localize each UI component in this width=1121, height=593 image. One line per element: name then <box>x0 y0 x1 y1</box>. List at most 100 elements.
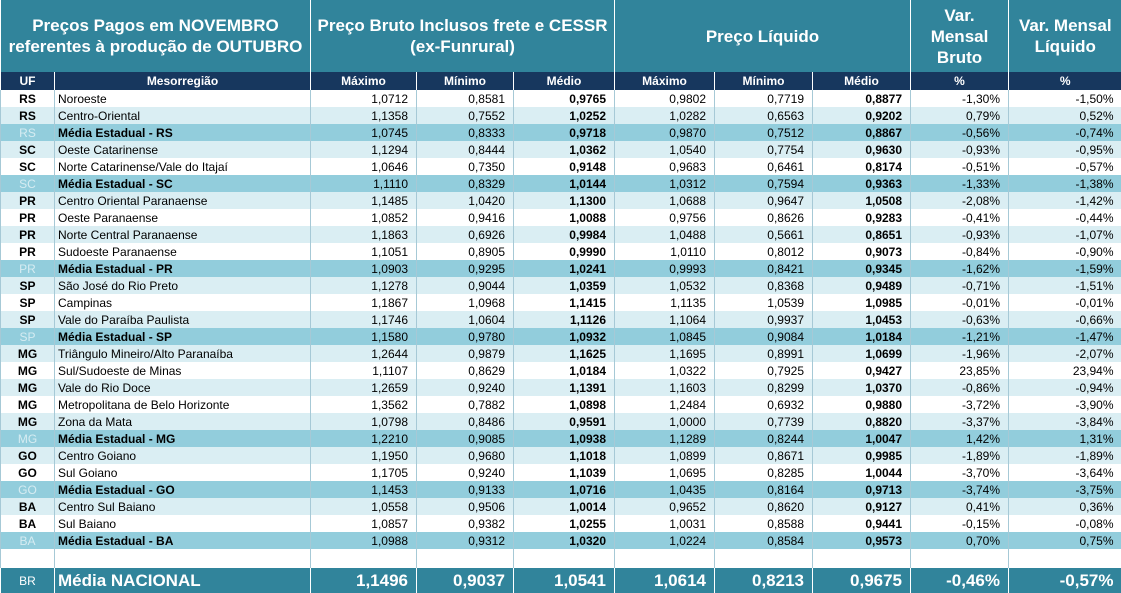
cell: 23,94% <box>1008 362 1121 379</box>
column-header: Médio <box>513 72 615 90</box>
cell: RS <box>0 124 55 141</box>
cell: 1,0312 <box>614 175 715 192</box>
cell: 1,0044 <box>811 464 911 481</box>
cell: 1,0000 <box>614 413 715 430</box>
cell: 1,0695 <box>614 464 715 481</box>
cell: 1,0699 <box>811 345 911 362</box>
cell: -0,74% <box>1008 124 1121 141</box>
cell: 0,9363 <box>811 175 911 192</box>
cell: 0,8588 <box>714 515 813 532</box>
cell: -1,38% <box>1008 175 1121 192</box>
cell: SP <box>0 277 55 294</box>
cell: 0,8444 <box>416 141 514 158</box>
cell: 1,0899 <box>614 447 715 464</box>
cell: 0,7754 <box>714 141 813 158</box>
cell: -1,51% <box>1008 277 1121 294</box>
cell: 1,0968 <box>416 294 514 311</box>
cell: -1,30% <box>910 90 1009 107</box>
cell: 1,0798 <box>310 413 417 430</box>
cell: 1,0938 <box>513 430 615 447</box>
cell: -0,41% <box>910 209 1009 226</box>
cell: -1,62% <box>910 260 1009 277</box>
column-header: Mínimo <box>714 72 813 90</box>
cell: -1,42% <box>1008 192 1121 209</box>
column-header: Médio <box>811 72 911 90</box>
cell: 0,9591 <box>513 413 615 430</box>
cell: MG <box>0 430 55 447</box>
cell: 23,85% <box>910 362 1009 379</box>
cell: 0,9427 <box>811 362 911 379</box>
empty-cell <box>513 549 615 568</box>
cell: -1,47% <box>1008 328 1121 345</box>
empty-cell <box>1008 549 1121 568</box>
cell: -3,64% <box>1008 464 1121 481</box>
cell: Centro Sul Baiano <box>54 498 311 515</box>
cell: Centro Goiano <box>54 447 311 464</box>
cell: PR <box>0 209 55 226</box>
cell: RS <box>0 90 55 107</box>
cell: 0,9085 <box>416 430 514 447</box>
cell: MG <box>0 345 55 362</box>
cell: -1,07% <box>1008 226 1121 243</box>
cell: 0,8584 <box>714 532 813 549</box>
cell: 1,0322 <box>614 362 715 379</box>
cell: -0,90% <box>1008 243 1121 260</box>
cell: 0,8299 <box>714 379 813 396</box>
cell: BA <box>0 515 55 532</box>
cell: São José do Rio Preto <box>54 277 311 294</box>
cell: 1,0047 <box>811 430 911 447</box>
cell: 1,0646 <box>310 158 417 175</box>
cell: SC <box>0 141 55 158</box>
cell: 1,0031 <box>614 515 715 532</box>
gross-header: Preço Bruto Inclusos frete e CESSR (ex-F… <box>310 0 615 72</box>
empty-cell <box>910 549 1009 568</box>
cell: 0,9683 <box>614 158 715 175</box>
cell: -0,46% <box>910 568 1009 593</box>
cell: -0,51% <box>910 158 1009 175</box>
cell: 0,9675 <box>811 568 911 593</box>
region-row: MG Zona da Mata 1,0798 0,8486 0,9591 1,0000 0,… <box>0 413 1121 430</box>
cell: 0,6932 <box>714 396 813 413</box>
cell: -0,15% <box>910 515 1009 532</box>
cell: Norte Central Paranaense <box>54 226 311 243</box>
cell: 0,9990 <box>513 243 615 260</box>
cell: 0,9295 <box>416 260 514 277</box>
cell: Oeste Paranaense <box>54 209 311 226</box>
cell: 1,1135 <box>614 294 715 311</box>
cell: -0,95% <box>1008 141 1121 158</box>
cell: 1,0241 <box>513 260 615 277</box>
cell: 1,0088 <box>513 209 615 226</box>
cell: -3,75% <box>1008 481 1121 498</box>
cell: 0,9870 <box>614 124 715 141</box>
cell: Média Estadual - BA <box>54 532 311 549</box>
cell: 1,42% <box>910 430 1009 447</box>
cell: 1,0282 <box>614 107 715 124</box>
cell: 0,8671 <box>714 447 813 464</box>
cell: 1,0420 <box>416 192 514 209</box>
cell: 1,0712 <box>310 90 417 107</box>
header-row: Preços Pagos em NOVEMBRO referentes à pr… <box>0 0 1121 72</box>
cell: 0,7512 <box>714 124 813 141</box>
cell: 1,0184 <box>811 328 911 345</box>
cell: SP <box>0 328 55 345</box>
region-row: MG Triângulo Mineiro/Alto Paranaíba 1,2644… <box>0 345 1121 362</box>
cell: 0,9489 <box>811 277 911 294</box>
cell: 1,0252 <box>513 107 615 124</box>
cell: Vale do Rio Doce <box>54 379 311 396</box>
cell: 0,8486 <box>416 413 514 430</box>
region-row: BA Sul Baiano 1,0857 0,9382 1,0255 1,0031 0,85… <box>0 515 1121 532</box>
cell: 0,9312 <box>416 532 514 549</box>
cell: 0,9652 <box>614 498 715 515</box>
cell: GO <box>0 464 55 481</box>
cell: -3,84% <box>1008 413 1121 430</box>
cell: 1,1496 <box>310 568 417 593</box>
cell: 0,8626 <box>714 209 813 226</box>
cell: MG <box>0 362 55 379</box>
cell: 0,75% <box>1008 532 1121 549</box>
cell: 1,0716 <box>513 481 615 498</box>
cell: 0,52% <box>1008 107 1121 124</box>
cell: 1,0985 <box>811 294 911 311</box>
cell: 0,7882 <box>416 396 514 413</box>
region-row: PR Oeste Paranaense 1,0852 0,9416 1,0088 0,97… <box>0 209 1121 226</box>
cell: SC <box>0 175 55 192</box>
